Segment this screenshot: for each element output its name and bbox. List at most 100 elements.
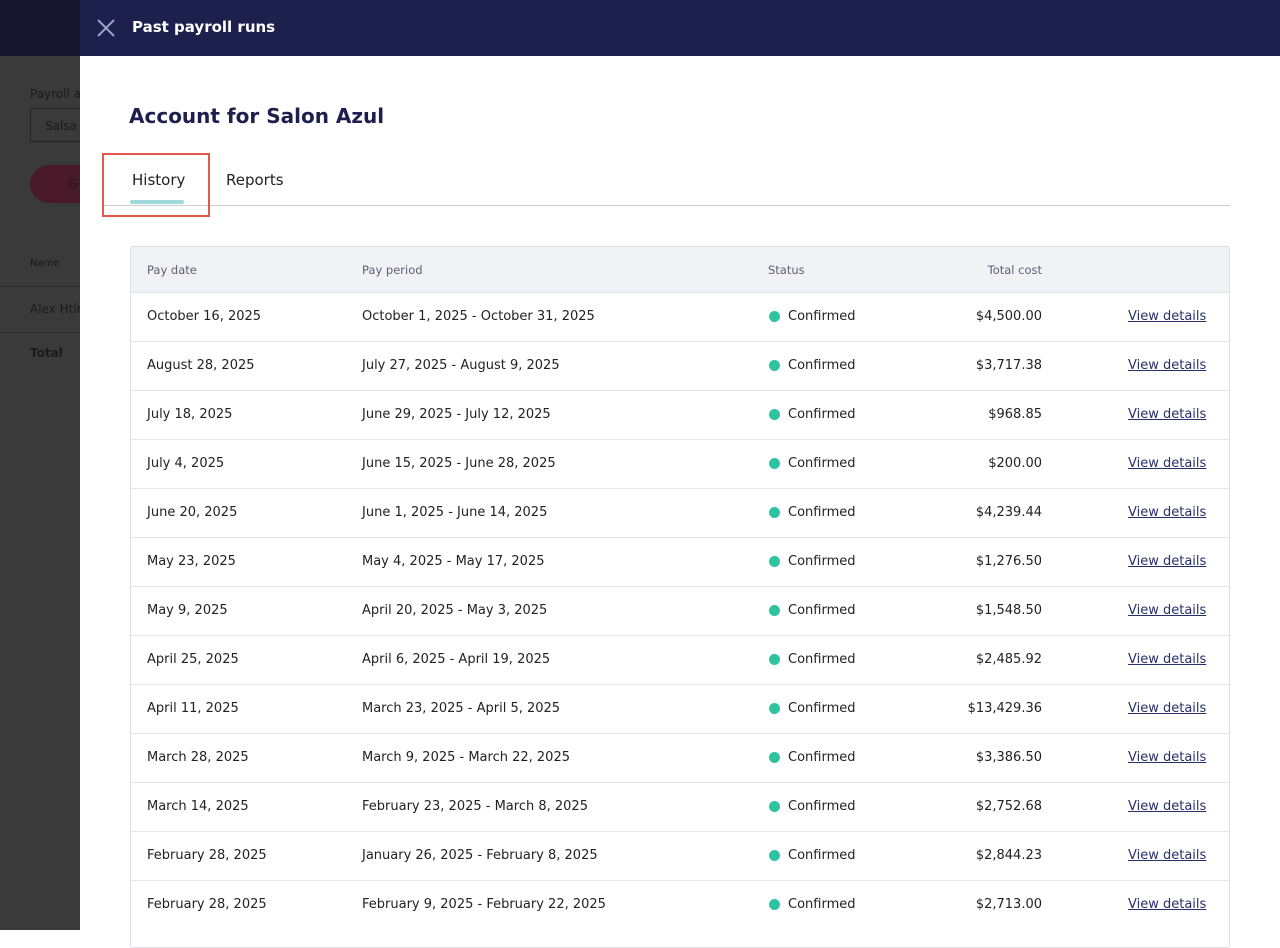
view-details-link[interactable]: View details [1128, 750, 1207, 765]
status-dot [769, 801, 780, 812]
table-row: April 25, 2025 April 6, 2025 - April 19, … [131, 635, 1229, 685]
close-button[interactable] [96, 18, 116, 38]
side-panel: Past payroll runs Account for Salon Azul… [80, 0, 1280, 948]
tab[interactable]: History [132, 171, 186, 189]
total-cost: $2,752.68 [975, 799, 1042, 814]
view-details-link[interactable]: View details [1128, 701, 1207, 716]
pay-period: June 29, 2025 - July 12, 2025 [362, 407, 551, 422]
status: Confirmed [788, 701, 856, 716]
pay-period: February 23, 2025 - March 8, 2025 [362, 799, 588, 814]
status: Confirmed [788, 848, 856, 863]
pay-date: February 28, 2025 [147, 848, 267, 863]
status: Confirmed [788, 309, 856, 324]
pay-date: April 11, 2025 [147, 701, 239, 716]
table-header: Pay date Pay period Status Total cost [131, 247, 1229, 292]
table-row: October 16, 2025 October 1, 2025 - Octobe… [131, 292, 1229, 342]
status: Confirmed [788, 554, 856, 569]
total-cost: $968.85 [988, 407, 1042, 422]
status: Confirmed [788, 652, 856, 667]
view-details-link[interactable]: View details [1128, 652, 1207, 667]
account-title: Account for Salon Azul [129, 104, 385, 128]
column-header: Name [30, 258, 60, 269]
status-dot [769, 850, 780, 861]
pay-date: March 14, 2025 [147, 799, 249, 814]
panel-header: Past payroll runs [80, 0, 1280, 56]
view-details-link[interactable]: View details [1128, 309, 1207, 324]
pay-date: October 16, 2025 [147, 309, 262, 324]
status: Confirmed [788, 407, 856, 422]
table-row: February 28, 2025 February 9, 2025 - Febr… [131, 880, 1229, 930]
status: Confirmed [788, 750, 856, 765]
pay-period: May 4, 2025 - May 17, 2025 [362, 554, 545, 569]
view-details-link[interactable]: View details [1128, 897, 1207, 912]
pay-date: May 9, 2025 [147, 603, 228, 618]
pay-period: July 27, 2025 - August 9, 2025 [362, 358, 560, 373]
table-row: July 18, 2025 June 29, 2025 - July 12, 20… [131, 390, 1229, 440]
total-cost: $2,713.00 [975, 897, 1042, 912]
column-header: Total cost [987, 263, 1042, 277]
pay-date: June 20, 2025 [147, 505, 238, 520]
table-row: May 9, 2025 April 20, 2025 - May 3, 2025 C… [131, 586, 1229, 636]
total-cost: $4,500.00 [975, 309, 1042, 324]
status: Confirmed [788, 799, 856, 814]
total-cost: $13,429.36 [967, 701, 1042, 716]
pay-period: March 23, 2025 - April 5, 2025 [362, 701, 561, 716]
view-details-link[interactable]: View details [1128, 505, 1207, 520]
total-cost: $200.00 [988, 456, 1042, 471]
total-cost: $2,485.92 [975, 652, 1042, 667]
total-cost: $3,717.38 [975, 358, 1042, 373]
table-row: March 28, 2025 March 9, 2025 - March 22, … [131, 733, 1229, 783]
table: Pay date Pay period Status Total cost Octob… [130, 246, 1230, 948]
view-details-link[interactable]: View details [1128, 407, 1207, 422]
pay-period: June 1, 2025 - June 14, 2025 [362, 505, 548, 520]
status: Confirmed [788, 897, 856, 912]
view-details-link[interactable]: View details [1128, 603, 1207, 618]
pay-period: June 15, 2025 - June 28, 2025 [362, 456, 556, 471]
tab[interactable]: Reports [226, 171, 284, 189]
total-cost: $4,239.44 [975, 505, 1042, 520]
status-dot [769, 654, 780, 665]
view-details-link[interactable]: View details [1128, 554, 1207, 569]
status: Confirmed [788, 358, 856, 373]
pay-period: February 9, 2025 - February 22, 2025 [362, 897, 606, 912]
status-dot [769, 507, 780, 518]
view-details-link[interactable]: View details [1128, 799, 1207, 814]
pay-period: October 1, 2025 - October 31, 2025 [362, 309, 595, 324]
pay-date: May 23, 2025 [147, 554, 236, 569]
table-row: February 28, 2025 January 26, 2025 - Febr… [131, 831, 1229, 881]
pay-period: March 9, 2025 - March 22, 2025 [362, 750, 570, 765]
panel-title: Past payroll runs [132, 18, 276, 36]
view-details-link[interactable]: View details [1128, 358, 1207, 373]
table-row: August 28, 2025 July 27, 2025 - August 9,… [131, 341, 1229, 391]
status: Confirmed [788, 505, 856, 520]
status-dot [769, 703, 780, 714]
pay-date: August 28, 2025 [147, 358, 255, 373]
table-row: April 11, 2025 March 23, 2025 - April 5, … [131, 684, 1229, 734]
view-details-link[interactable]: View details [1128, 456, 1207, 471]
active-tab-indicator [130, 200, 184, 204]
pay-period: April 20, 2025 - May 3, 2025 [362, 603, 548, 618]
highlight-box [102, 153, 210, 217]
pay-period: April 6, 2025 - April 19, 2025 [362, 652, 551, 667]
view-details-link[interactable]: View details [1128, 848, 1207, 863]
status-dot [769, 311, 780, 322]
status-dot [769, 409, 780, 420]
status-dot [769, 752, 780, 763]
pay-date: March 28, 2025 [147, 750, 249, 765]
status-dot [769, 899, 780, 910]
pay-date: February 28, 2025 [147, 897, 267, 912]
table-row: June 20, 2025 June 1, 2025 - June 14, 202… [131, 488, 1229, 538]
column-header: Status [768, 263, 805, 277]
table-row: May 23, 2025 May 4, 2025 - May 17, 2025 Co… [131, 537, 1229, 587]
pay-date: July 18, 2025 [147, 407, 233, 422]
column-header: Pay period [362, 263, 423, 277]
status: Confirmed [788, 603, 856, 618]
name-cell: Alex Htin [30, 302, 85, 316]
table-row: March 14, 2025 February 23, 2025 - March … [131, 782, 1229, 832]
total-cost: $2,844.23 [975, 848, 1042, 863]
pay-period: January 26, 2025 - February 8, 2025 [362, 848, 598, 863]
total-cost: $1,276.50 [975, 554, 1042, 569]
pay-date: April 25, 2025 [147, 652, 239, 667]
status-dot [769, 458, 780, 469]
